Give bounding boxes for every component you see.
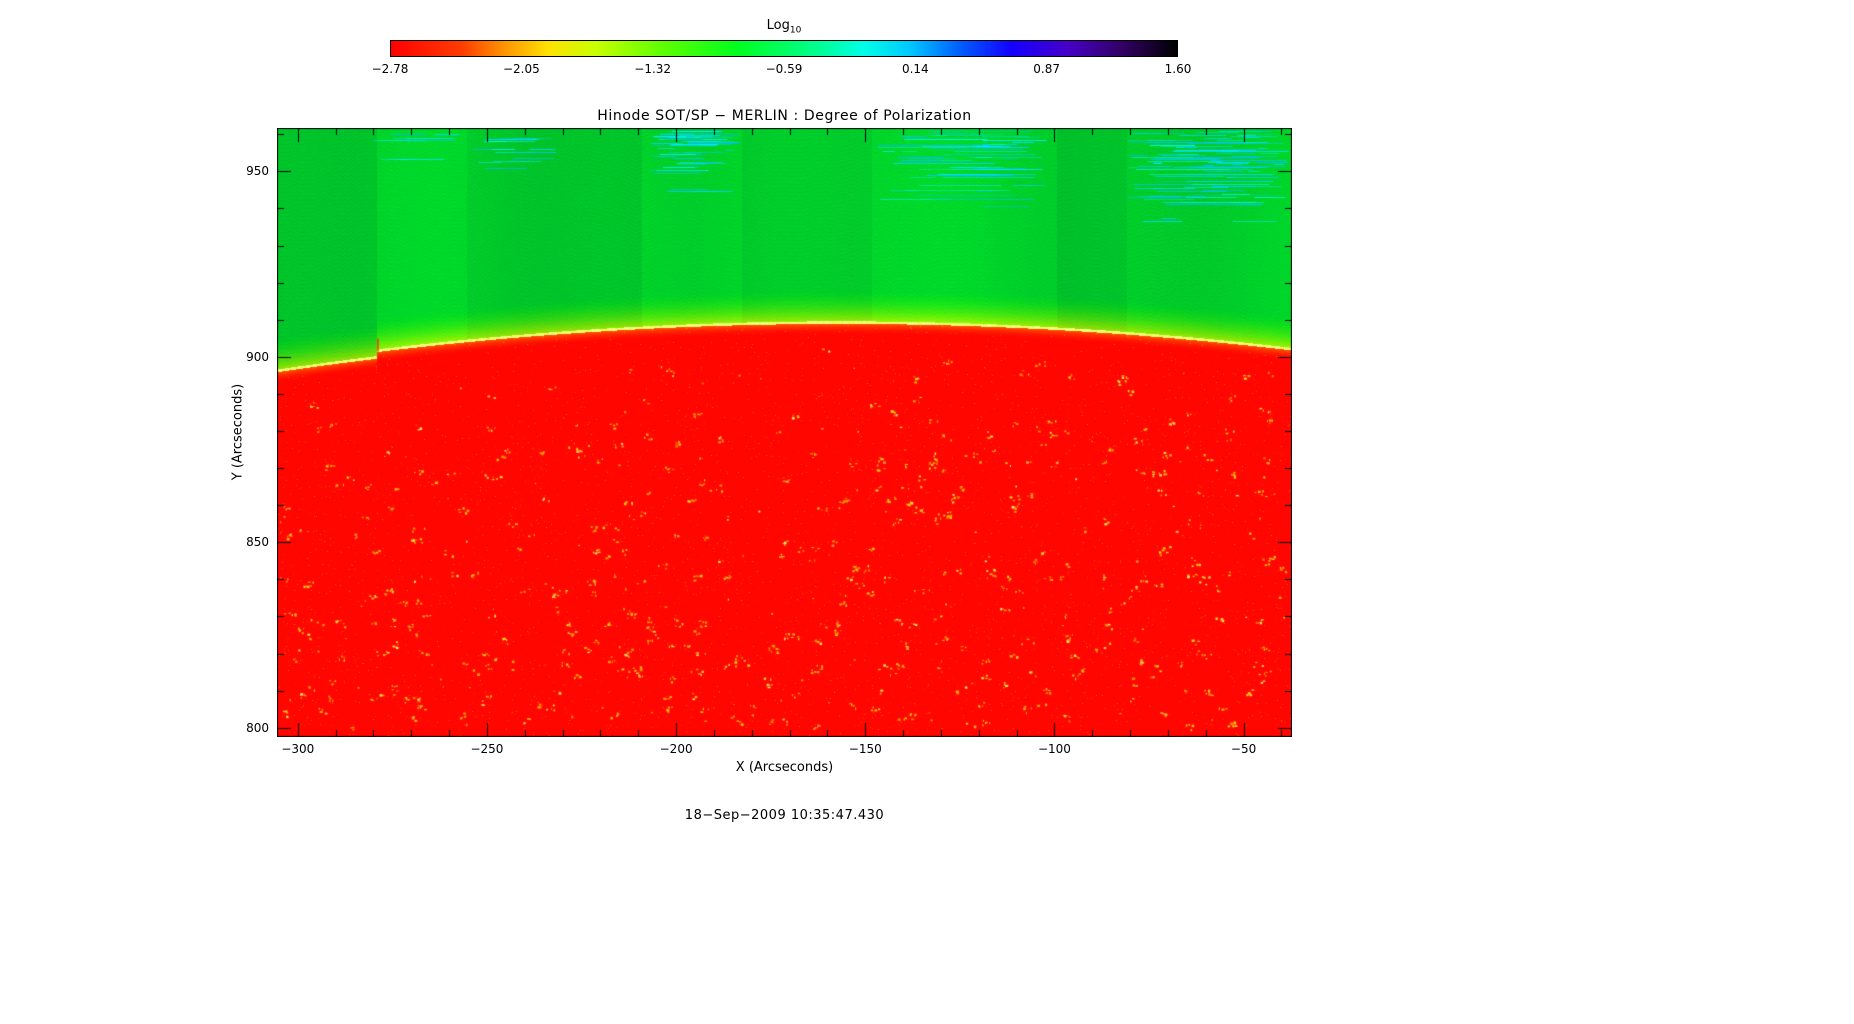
x-tick-label: −300	[281, 742, 315, 756]
y-tick-label: 850	[246, 535, 269, 550]
colorbar-tick-label: −1.32	[634, 62, 672, 76]
colorbar-tick-label: −2.05	[502, 62, 540, 76]
x-tick-label: −100	[1037, 742, 1071, 756]
x-axis-label: X (Arcseconds)	[735, 760, 834, 775]
x-tick-labels: −300 −250 −200 −150 −100 −50	[277, 742, 1292, 758]
colorbar-title-text: Log	[766, 18, 790, 33]
y-tick-label: 800	[246, 720, 269, 735]
y-tick-label: 950	[246, 164, 269, 179]
colorbar-tick-label: 0.87	[1033, 62, 1061, 76]
colorbar-title: Log10	[390, 18, 1178, 36]
colorbar-tick-label: −0.59	[765, 62, 803, 76]
colorbar-tick-label: −2.78	[371, 62, 409, 76]
colorbar-tick-label: 0.14	[901, 62, 929, 76]
x-tick-label: −200	[659, 742, 693, 756]
x-tick-label: −150	[848, 742, 882, 756]
x-tick-label: −50	[1230, 742, 1257, 756]
colorbar-tick-labels: −2.78 −2.05 −1.32 −0.59 0.14 0.87 1.60	[372, 62, 1192, 78]
y-tick-label: 900	[246, 349, 269, 364]
x-tick-label: −250	[470, 742, 504, 756]
colorbar-title-subscript: 10	[789, 25, 802, 36]
y-tick-labels: 800 850 900 950	[209, 128, 269, 737]
timestamp: 18−Sep−2009 10:35:47.430	[684, 808, 885, 823]
plot-title: Hinode SOT/SP − MERLIN : Degree of Polar…	[597, 108, 972, 124]
solar-limb-image	[277, 128, 1292, 737]
colorbar-gradient	[390, 40, 1178, 57]
colorbar-tick-label: 1.60	[1164, 62, 1192, 76]
